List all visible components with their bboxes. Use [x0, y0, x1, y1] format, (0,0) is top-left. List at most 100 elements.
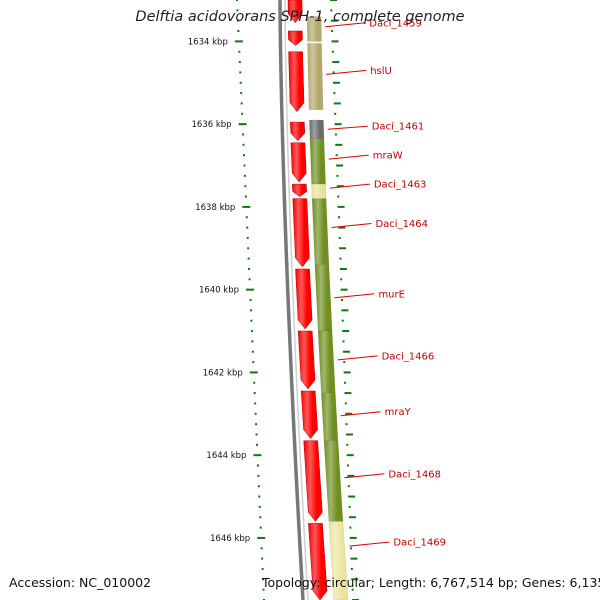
right-tick [331, 40, 339, 43]
right-tick [334, 112, 337, 115]
right-tick [334, 123, 342, 126]
right-tick [342, 340, 345, 343]
minor-tick [242, 143, 245, 146]
right-tick [345, 433, 353, 436]
right-tick [347, 474, 355, 477]
right-tick [350, 567, 353, 570]
minor-tick [248, 278, 251, 281]
gene-block [314, 264, 333, 332]
minor-tick [258, 495, 261, 498]
right-tick [348, 516, 356, 519]
right-tick [344, 381, 347, 384]
right-tick [337, 195, 340, 198]
right-tick [341, 309, 349, 312]
forward-cds-arrow [288, 51, 305, 113]
minor-tick-marks [236, 0, 359, 600]
leader-line [326, 69, 367, 75]
gene-block [309, 138, 326, 185]
scale-tick-label: 1642 kbp [203, 368, 243, 378]
right-tick [332, 61, 340, 64]
minor-tick [253, 381, 256, 384]
minor-tick [247, 247, 250, 250]
leader-line [329, 183, 370, 189]
right-tick [344, 402, 347, 405]
leader-line [328, 154, 369, 160]
gene-block [311, 183, 327, 199]
right-tick [346, 443, 349, 446]
scale-tick-label: 1646 kbp [210, 534, 250, 544]
backbone [278, 0, 309, 600]
gene-label: mraW [373, 151, 403, 162]
minor-tick [240, 102, 243, 105]
minor-tick [262, 578, 265, 581]
right-tick [330, 9, 333, 12]
minor-tick [261, 567, 264, 570]
gene-block [328, 521, 349, 600]
right-tick [340, 288, 348, 291]
gene-label: mraY [385, 407, 412, 418]
right-tick [341, 319, 344, 322]
minor-tick [243, 174, 246, 177]
major-tick [238, 123, 247, 126]
forward-cds-arrow [295, 268, 313, 330]
minor-tick [258, 505, 261, 508]
leader-line [331, 222, 372, 228]
right-tick [351, 588, 354, 591]
right-tick [348, 495, 356, 498]
minor-tick [244, 195, 247, 198]
forward-cds-arrow [292, 183, 307, 197]
leader-line [349, 541, 390, 547]
gene-block [309, 119, 325, 139]
right-tick [331, 50, 334, 53]
minor-tick [259, 516, 262, 519]
right-tick [349, 526, 352, 529]
right-tick [333, 102, 341, 105]
forward-cds-arrow [303, 440, 323, 522]
minor-tick [261, 557, 264, 560]
minor-tick [262, 588, 265, 591]
forward-cds-arrow [300, 390, 318, 440]
scale-tick-label: 1634 kbp [188, 37, 228, 47]
minor-tick [256, 443, 259, 446]
minor-tick [246, 236, 249, 239]
minor-tick [245, 216, 248, 219]
minor-tick [251, 340, 254, 343]
minor-tick [242, 133, 245, 136]
right-tick [347, 485, 350, 488]
leader-line [327, 125, 368, 130]
minor-tick [250, 330, 253, 333]
gene-label: hslU [370, 66, 392, 77]
gene-block [323, 440, 344, 522]
scale-tick-label: 1638 kbp [195, 203, 235, 213]
minor-tick [248, 267, 251, 270]
forward-cds-arrow [292, 198, 310, 268]
major-tick-marks: 1634 kbp 1636 kbp 1638 kbp 1640 kbp 1642 kbp… [188, 37, 266, 544]
scale-tick-label: 1644 kbp [206, 451, 246, 461]
forward-cds-arrow [288, 30, 303, 46]
gene-track [306, 16, 349, 600]
right-tick [345, 412, 353, 415]
leader-line [334, 293, 375, 299]
minor-tick [244, 185, 247, 188]
major-tick [257, 536, 266, 539]
right-tick [347, 464, 350, 467]
forward-cds-arrow [297, 330, 316, 390]
right-tick [330, 19, 338, 22]
right-tick [341, 299, 343, 301]
right-tick [335, 143, 343, 146]
right-tick [346, 454, 354, 457]
backbone-line [278, 0, 305, 600]
right-tick [336, 174, 339, 177]
minor-tick [257, 474, 260, 477]
gene-block [317, 330, 336, 394]
gene-label: Daci_1466 [382, 351, 435, 362]
right-tick [342, 330, 350, 333]
minor-tick [249, 309, 252, 312]
minor-tick [241, 112, 244, 115]
right-tick [333, 92, 336, 95]
minor-tick [256, 464, 259, 467]
forward-cds-arrow [287, 0, 303, 24]
minor-tick [253, 392, 256, 395]
forward-cds-arrow [308, 523, 328, 600]
right-tick [333, 81, 341, 84]
